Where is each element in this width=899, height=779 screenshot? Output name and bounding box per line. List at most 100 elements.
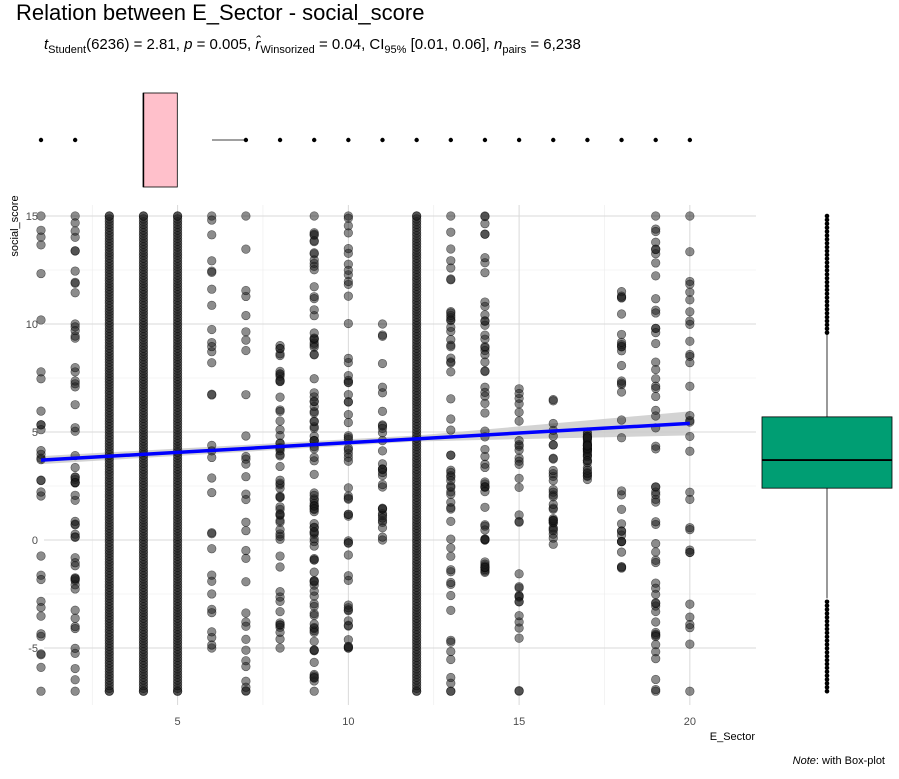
y-boxplot-outlier <box>824 287 830 293</box>
data-point <box>651 490 661 500</box>
data-point <box>446 308 456 318</box>
data-point <box>377 446 388 456</box>
data-point <box>343 550 353 560</box>
data-point <box>377 479 388 490</box>
y-boxplot-outlier <box>824 673 830 678</box>
data-point <box>616 309 627 319</box>
data-point <box>343 432 353 443</box>
data-point <box>36 268 46 279</box>
data-point <box>446 489 456 499</box>
subtitle-n-label: n <box>494 36 503 53</box>
data-point <box>514 623 524 633</box>
x-boxplot-outlier <box>346 137 351 143</box>
data-point <box>685 623 695 633</box>
data-point <box>446 256 456 266</box>
data-point <box>275 627 285 637</box>
data-point <box>241 489 251 499</box>
data-point <box>70 363 80 373</box>
data-point <box>651 294 661 304</box>
data-point <box>36 551 46 561</box>
y-boxplot-outlier <box>824 642 830 647</box>
data-point <box>36 574 46 585</box>
data-point <box>70 663 80 674</box>
data-point <box>309 645 319 655</box>
data-point <box>36 211 46 221</box>
data-point <box>241 553 251 563</box>
data-point <box>343 605 353 615</box>
data-point <box>70 584 80 594</box>
data-point <box>36 686 46 696</box>
y-boxplot-outlier <box>824 626 830 632</box>
data-point <box>207 284 217 294</box>
data-point <box>207 440 217 450</box>
data-point <box>446 367 456 377</box>
subtitle-r-value: = 0.04, CI <box>314 36 385 53</box>
data-point <box>685 686 695 696</box>
data-point <box>343 616 353 626</box>
data-point <box>446 414 456 424</box>
x-boxplot-outlier <box>277 137 283 143</box>
data-point <box>309 672 319 683</box>
data-point <box>343 213 353 223</box>
data-point <box>275 531 285 542</box>
data-point <box>309 396 319 406</box>
data-point <box>70 558 80 568</box>
data-point <box>480 487 490 497</box>
data-point <box>480 562 490 572</box>
data-point <box>309 248 319 258</box>
data-point <box>241 645 251 655</box>
subtitle-r-sub: Winsorized <box>260 44 315 56</box>
y-boxplot-outlier <box>824 650 830 655</box>
y-boxplot-outlier <box>824 638 830 643</box>
data-point <box>377 423 388 434</box>
data-point <box>651 555 661 565</box>
data-point <box>104 211 114 221</box>
x-boxplot-outlier <box>414 137 419 143</box>
x-tick-label: 20 <box>684 716 696 728</box>
data-point <box>343 538 353 548</box>
y-boxplot-outlier <box>824 229 830 234</box>
data-point <box>651 444 661 454</box>
data-point <box>343 483 353 493</box>
y-boxplot-outlier <box>824 599 830 605</box>
data-point <box>514 399 524 409</box>
data-point <box>446 425 456 435</box>
data-point <box>514 459 524 469</box>
data-point <box>514 407 524 417</box>
data-point <box>480 253 490 263</box>
data-point <box>616 562 627 572</box>
data-point <box>343 318 353 329</box>
data-point <box>36 315 46 325</box>
y-boxplot-outlier <box>824 657 830 663</box>
x-tick-label: 15 <box>513 716 525 728</box>
data-point <box>309 627 319 637</box>
data-point <box>548 526 558 536</box>
data-point <box>446 450 456 460</box>
x-boxplot-outlier <box>619 137 624 143</box>
y-boxplot-outlier <box>824 611 830 616</box>
data-point <box>582 465 593 475</box>
data-point <box>241 345 251 356</box>
data-point <box>685 547 695 557</box>
data-point <box>275 607 285 617</box>
data-point <box>548 440 558 450</box>
data-point <box>685 446 695 456</box>
data-point <box>548 454 558 464</box>
data-point <box>309 265 319 275</box>
data-point <box>275 406 285 416</box>
data-point <box>514 388 524 399</box>
data-point <box>685 494 695 505</box>
data-point <box>241 656 251 666</box>
y-boxplot-outlier <box>824 299 830 304</box>
data-point <box>446 516 456 526</box>
data-point <box>309 311 319 321</box>
data-point <box>36 650 46 660</box>
chart-subtitle: tStudent(6236) = 2.81, p = 0.005, r̂Wins… <box>44 36 581 56</box>
data-point <box>70 574 80 584</box>
data-point <box>651 640 661 650</box>
data-point <box>70 643 80 653</box>
data-point <box>651 328 661 338</box>
data-point <box>275 376 285 386</box>
subtitle-p-value: = 0.005, <box>192 36 256 53</box>
y-boxplot-outlier <box>824 630 830 636</box>
